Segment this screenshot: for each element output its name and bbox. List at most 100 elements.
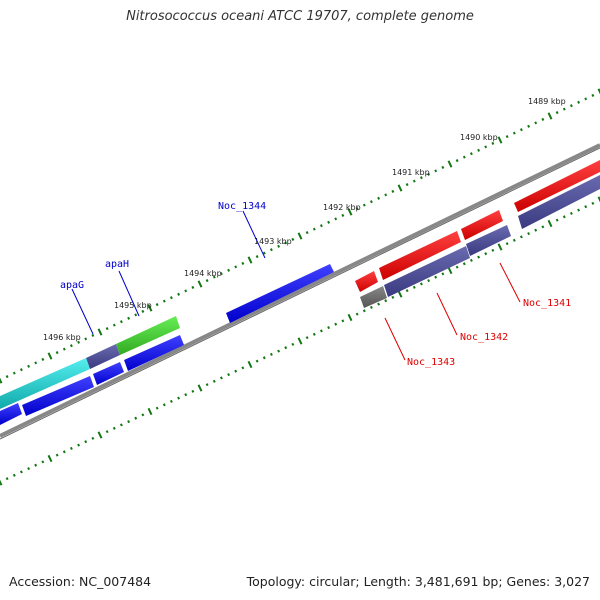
minor-tick — [291, 237, 295, 241]
minor-tick — [119, 423, 123, 427]
gene-label-noc-1341[interactable]: Noc_1341 — [523, 298, 571, 309]
gene-apag-bar[interactable] — [0, 358, 90, 409]
cds-forward-1 — [124, 335, 184, 371]
minor-tick — [41, 460, 45, 464]
major-tick — [47, 352, 53, 360]
minor-tick — [134, 313, 138, 317]
gene-apah-bar[interactable] — [116, 316, 180, 355]
major-tick — [447, 266, 453, 275]
minor-tick — [155, 303, 159, 307]
minor-tick — [255, 359, 259, 363]
minor-tick — [419, 282, 423, 286]
minor-tick — [34, 361, 38, 365]
minor-tick — [541, 117, 545, 121]
minor-tick — [555, 218, 559, 222]
minor-tick — [77, 443, 81, 447]
major-tick — [297, 337, 303, 345]
minor-tick — [191, 389, 195, 393]
minor-tick — [519, 235, 523, 239]
minor-tick — [5, 375, 9, 379]
gene-noc-1342-bar[interactable] — [379, 231, 461, 280]
minor-tick — [541, 225, 545, 229]
minor-tick — [384, 193, 388, 197]
minor-tick — [105, 430, 109, 434]
minor-tick — [169, 399, 173, 403]
minor-tick — [41, 357, 45, 361]
minor-tick — [55, 453, 59, 457]
minor-tick — [141, 413, 145, 417]
minor-tick — [234, 265, 238, 269]
minor-tick — [184, 393, 188, 397]
major-tick — [147, 304, 153, 312]
minor-tick — [262, 356, 266, 360]
gene-label-noc-1342[interactable]: Noc_1342 — [460, 332, 508, 343]
gene-noc-1342-track — [384, 246, 470, 297]
minor-tick — [269, 248, 273, 252]
minor-tick — [112, 426, 116, 430]
minor-tick — [391, 189, 395, 193]
minor-tick — [469, 258, 473, 262]
genome-backbone — [0, 143, 600, 438]
minor-tick — [505, 135, 509, 139]
minor-tick — [91, 333, 95, 337]
minor-tick — [455, 159, 459, 163]
minor-tick — [519, 128, 523, 132]
minor-tick — [419, 176, 423, 180]
minor-tick — [227, 373, 231, 377]
minor-tick — [212, 275, 216, 279]
minor-tick — [477, 148, 481, 152]
major-tick — [597, 88, 600, 95]
gene-noc-1343-bar[interactable] — [355, 271, 378, 292]
minor-tick — [219, 376, 223, 380]
gene-label-apah[interactable]: apaH — [105, 259, 129, 270]
minor-tick — [355, 312, 359, 316]
minor-tick — [127, 316, 131, 320]
gene-noc-1341-bar[interactable] — [461, 210, 503, 240]
major-tick — [247, 360, 253, 369]
minor-tick — [219, 272, 223, 276]
outer-gene-leaders — [71, 210, 266, 335]
minor-tick — [584, 97, 588, 101]
minor-tick — [69, 344, 73, 348]
gene-label-noc-1344[interactable]: Noc_1344 — [218, 201, 266, 212]
minor-tick — [512, 238, 516, 242]
minor-tick — [305, 336, 309, 340]
gene-label-noc-1343[interactable]: Noc_1343 — [407, 357, 455, 368]
gene-noc-1344-bar[interactable] — [226, 264, 334, 323]
minor-tick — [405, 289, 409, 293]
major-tick — [197, 384, 203, 392]
major-tick — [347, 208, 353, 216]
minor-tick — [327, 326, 331, 330]
major-tick — [197, 280, 203, 288]
minor-tick — [277, 349, 281, 353]
minor-tick — [55, 351, 59, 355]
outer-tick-track — [0, 88, 600, 384]
minor-tick — [184, 289, 188, 293]
minor-tick — [141, 309, 145, 313]
minor-tick — [484, 145, 488, 149]
minor-tick — [205, 383, 209, 387]
minor-tick — [527, 232, 531, 236]
minor-tick — [91, 436, 95, 440]
major-tick — [97, 328, 103, 336]
map-title: Nitrosococcus oceani ATCC 19707, complet… — [126, 9, 474, 24]
minor-tick — [284, 241, 288, 245]
minor-tick — [412, 179, 416, 183]
tick-label: 1496 kbp — [43, 333, 81, 342]
minor-tick — [119, 320, 123, 324]
gene-label-apag[interactable]: apaG — [60, 280, 84, 291]
minor-tick — [334, 217, 338, 221]
minor-tick — [362, 203, 366, 207]
minor-tick — [162, 403, 166, 407]
minor-tick — [377, 302, 381, 306]
tick-label: 1492 kbp — [323, 203, 361, 212]
cds-forward-2 — [93, 362, 124, 385]
minor-tick — [555, 111, 559, 115]
minor-tick — [27, 364, 31, 368]
minor-tick — [405, 183, 409, 187]
minor-tick — [591, 93, 595, 97]
minor-tick — [477, 255, 481, 259]
minor-tick — [305, 231, 309, 235]
minor-tick — [484, 252, 488, 256]
minor-tick — [105, 327, 109, 331]
